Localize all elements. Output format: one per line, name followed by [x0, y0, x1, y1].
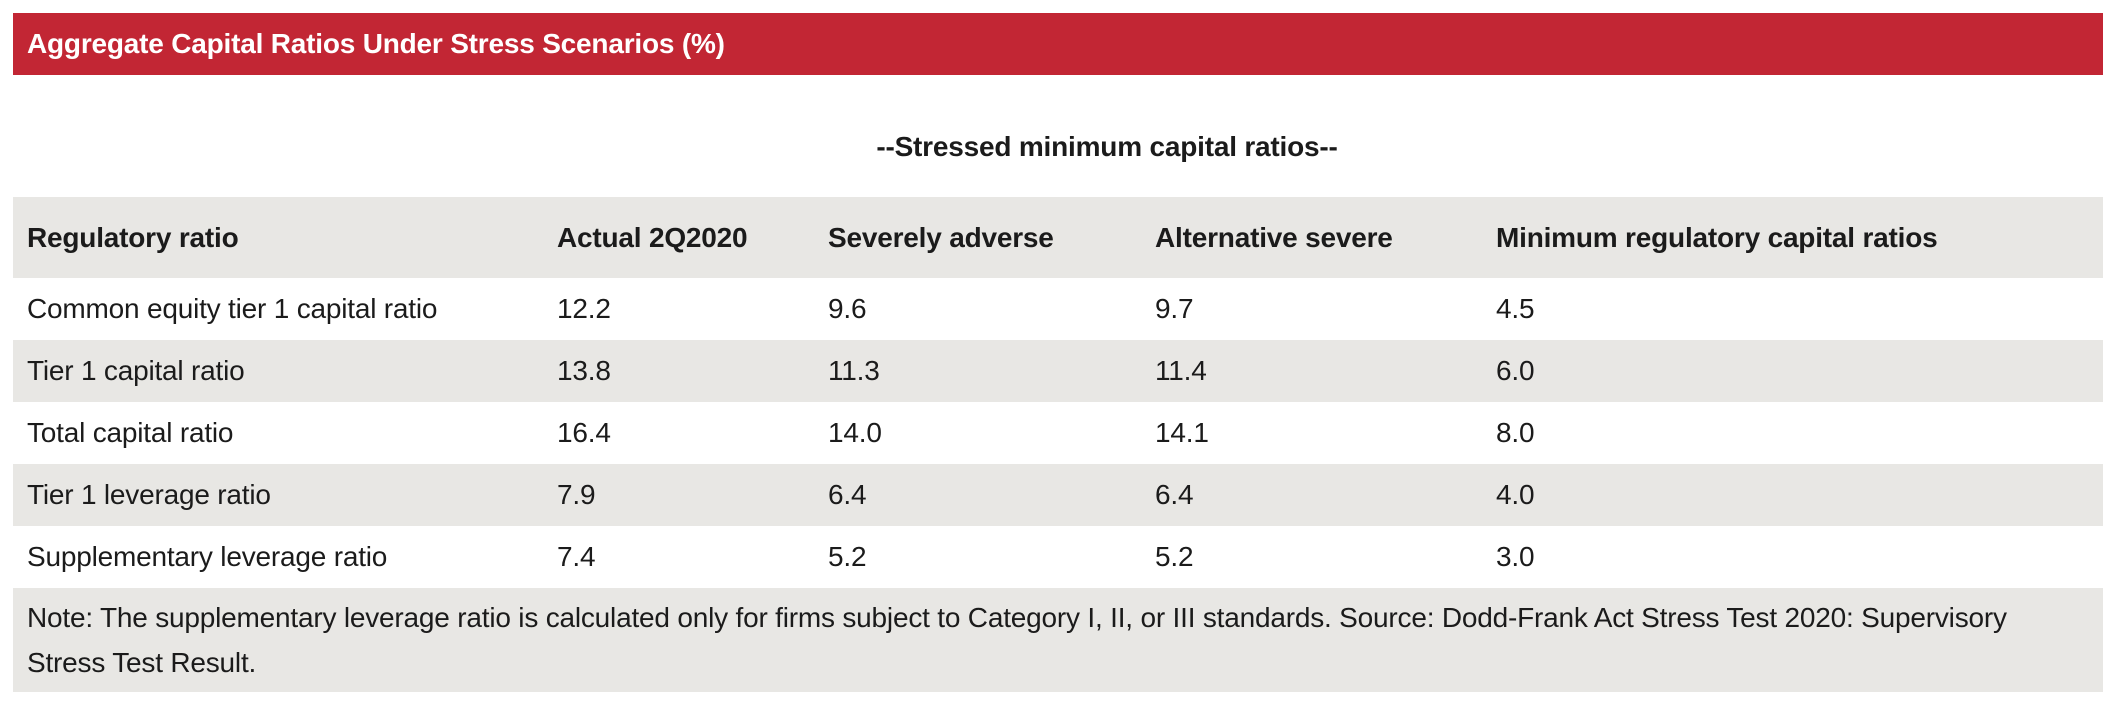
note-line: Note: The supplementary leverage ratio i… [27, 602, 2007, 633]
cell-value: 4.0 [1496, 479, 1535, 510]
cell-value: 12.2 [557, 293, 611, 324]
row-label: Total capital ratio [27, 417, 234, 448]
row-label: Tier 1 leverage ratio [27, 479, 271, 510]
row-label: Common equity tier 1 capital ratio [27, 293, 438, 324]
stressed-ratios-span-header: --Stressed minimum capital ratios-- [876, 131, 1338, 162]
cell-value: 16.4 [557, 417, 611, 448]
table-row: Tier 1 leverage ratio 7.9 6.4 6.4 4.0 [13, 464, 2103, 526]
row-label: Tier 1 capital ratio [27, 355, 245, 386]
column-header-regulatory-ratio: Regulatory ratio [27, 221, 239, 253]
cell-value: 6.0 [1496, 355, 1535, 386]
table-row: Common equity tier 1 capital ratio 12.2 … [13, 278, 2103, 340]
page-title: Aggregate Capital Ratios Under Stress Sc… [27, 28, 725, 59]
cell-value: 3.0 [1496, 541, 1535, 572]
cell-value: 14.0 [828, 417, 882, 448]
column-header-severely-adverse: Severely adverse [828, 221, 1054, 253]
table-row: Total capital ratio 16.4 14.0 14.1 8.0 [13, 402, 2103, 464]
column-header-actual-2q2020: Actual 2Q2020 [557, 221, 748, 253]
table-row: Supplementary leverage ratio 7.4 5.2 5.2… [13, 526, 2103, 588]
table-row: Tier 1 capital ratio 13.8 11.3 11.4 6.0 [13, 340, 2103, 402]
cell-value: 7.9 [557, 479, 596, 510]
cell-value: 7.4 [557, 541, 596, 572]
cell-value: 9.6 [828, 293, 867, 324]
note-line: Stress Test Result. [27, 647, 257, 678]
span-header-row: --Stressed minimum capital ratios-- [13, 131, 2103, 163]
row-label: Supplementary leverage ratio [27, 541, 388, 572]
capital-ratios-panel: Aggregate Capital Ratios Under Stress Sc… [13, 13, 2103, 692]
cell-value: 5.2 [1155, 541, 1194, 572]
cell-value: 6.4 [1155, 479, 1194, 510]
column-header-alternative-severe: Alternative severe [1155, 221, 1393, 253]
table-note: Note: The supplementary leverage ratio i… [13, 588, 2103, 692]
cell-value: 4.5 [1496, 293, 1535, 324]
column-header-minimum-regulatory: Minimum regulatory capital ratios [1496, 221, 1938, 253]
cell-value: 11.3 [828, 355, 880, 386]
cell-value: 6.4 [828, 479, 867, 510]
title-bar: Aggregate Capital Ratios Under Stress Sc… [13, 13, 2103, 75]
cell-value: 11.4 [1155, 355, 1207, 386]
cell-value: 5.2 [828, 541, 867, 572]
cell-value: 9.7 [1155, 293, 1194, 324]
table-header-row: Regulatory ratio Actual 2Q2020 Severely … [13, 197, 2103, 278]
cell-value: 14.1 [1155, 417, 1209, 448]
cell-value: 8.0 [1496, 417, 1535, 448]
cell-value: 13.8 [557, 355, 611, 386]
capital-ratios-table: Regulatory ratio Actual 2Q2020 Severely … [13, 197, 2103, 588]
